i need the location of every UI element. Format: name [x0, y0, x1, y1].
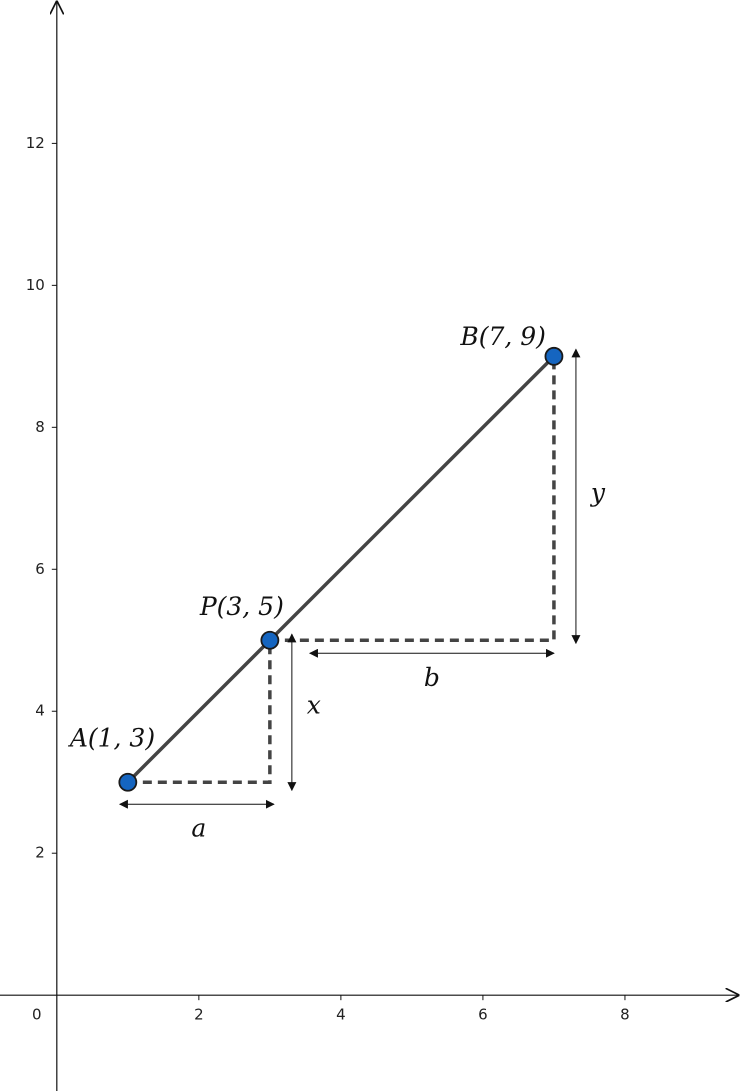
point-label: P(3, 5): [199, 592, 284, 621]
y-tick-label: 12: [26, 134, 45, 152]
point-label: A(1, 3): [68, 724, 155, 753]
x-tick-label: 2: [194, 1006, 204, 1024]
dimension-label: a: [191, 814, 206, 843]
dashed-leg: [269, 356, 556, 643]
y-tick-label: 8: [35, 418, 45, 436]
point: [118, 772, 138, 792]
segment: [126, 355, 556, 784]
x-tick-label: 8: [620, 1006, 630, 1024]
x-tick-label: 4: [336, 1006, 346, 1024]
dimension-label: x: [307, 691, 321, 720]
dimension-label: b: [424, 663, 440, 692]
y-tick-label: 2: [35, 844, 45, 862]
dimension-label: y: [590, 478, 606, 507]
y-tick-label: 6: [35, 560, 45, 578]
point: [260, 630, 280, 650]
x-tick-label: 6: [478, 1006, 488, 1024]
y-tick-label: 10: [26, 276, 45, 294]
dashed-leg: [127, 640, 272, 784]
point-label: B(7, 9): [459, 322, 546, 351]
point: [544, 346, 564, 366]
y-tick-label: 4: [35, 702, 45, 720]
origin-label: 0: [32, 1006, 42, 1024]
